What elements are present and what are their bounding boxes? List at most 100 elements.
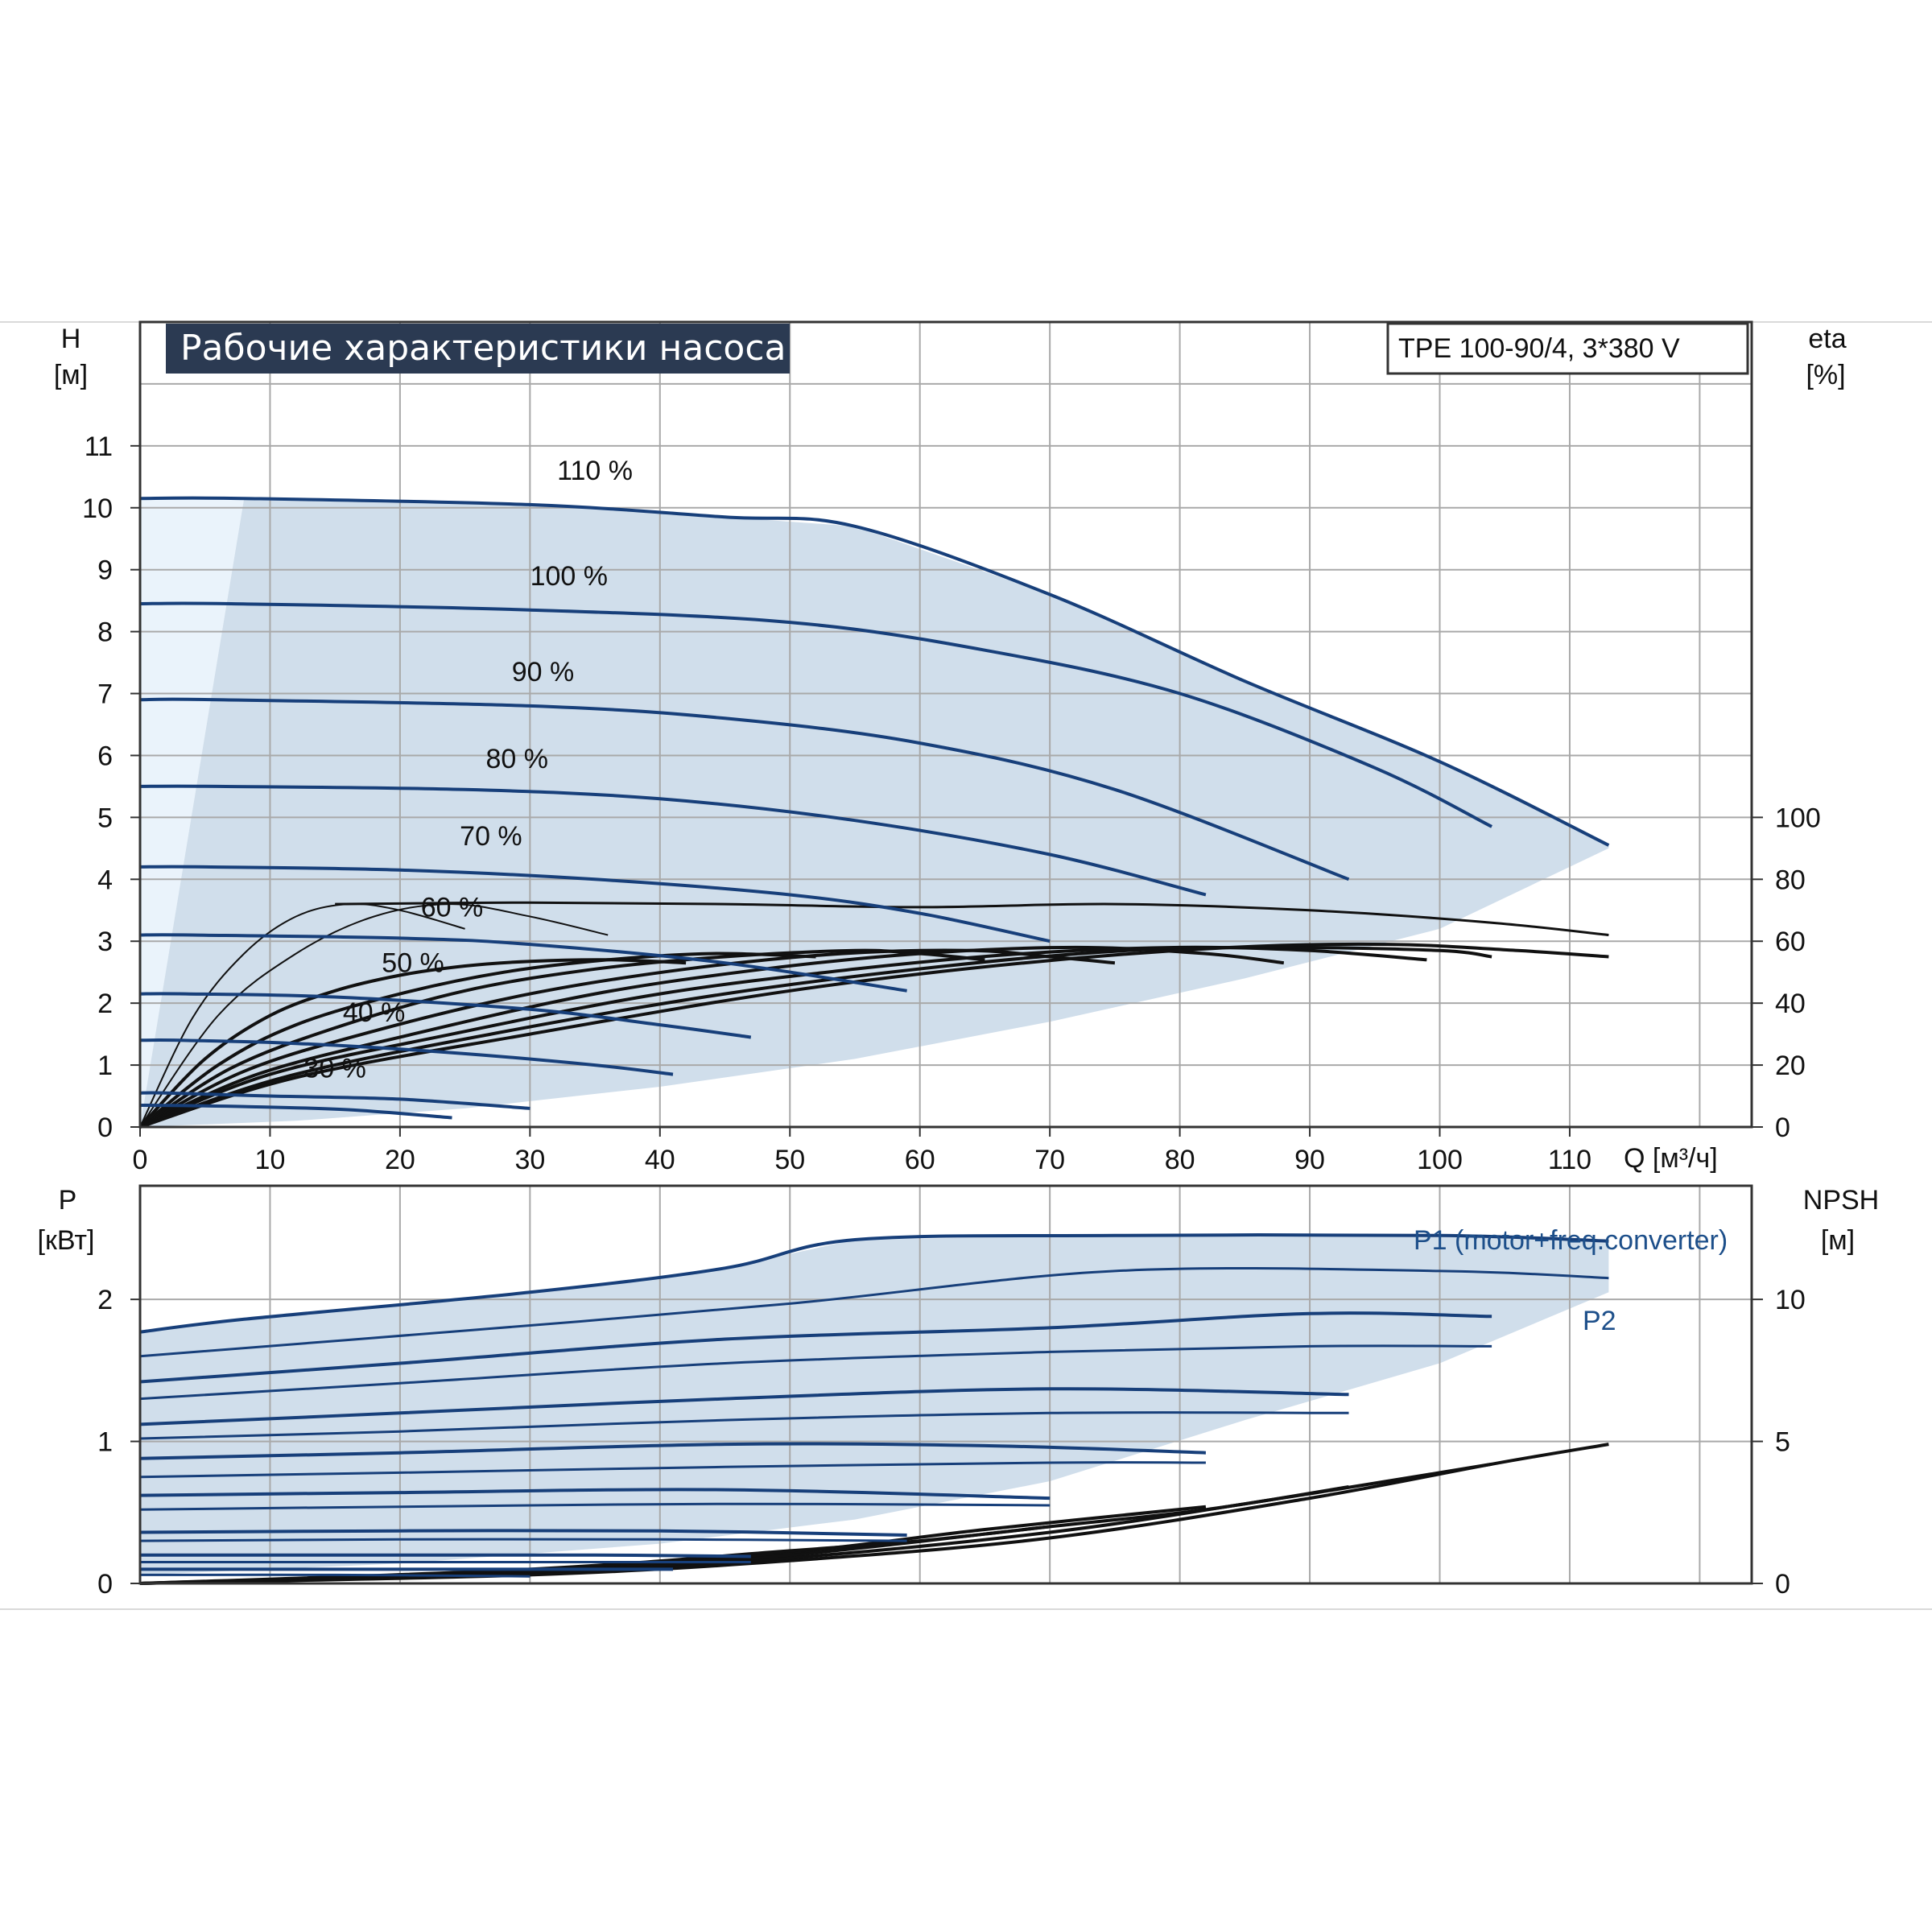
eta-curve [139,903,609,1128]
speed-label: 90 % [512,657,575,687]
speed-label: 40 % [343,997,406,1028]
power-curve [139,1311,1492,1384]
x-tick-label: 30 [514,1145,545,1175]
npsh-tick-label: 5 [1775,1427,1790,1458]
p2-label: P2 [1583,1306,1616,1336]
x-tick-label: 60 [905,1145,935,1175]
speed-label: 100 % [530,561,608,592]
y-tick-label: 5 [97,803,113,833]
x-axis-title: Q [м³/ч] [1624,1143,1718,1174]
head-curves [139,496,1610,1120]
y-tick-label: 4 [97,865,113,895]
y2-axis-unit-eta: [%] [1806,360,1845,390]
head-curve [139,697,1350,881]
y2-tick-label: 0 [1775,1113,1790,1143]
y-tick-label: 8 [97,617,113,648]
head-curve [139,601,1493,828]
operating-range-area [140,498,1609,1127]
p1-label: P1 (motor+freq.converter) [1414,1225,1728,1256]
y-tick-label: 7 [97,679,113,710]
power-range-area [140,1235,1609,1575]
y-tick-label: 6 [97,741,113,771]
y-tick-label: 10 [82,493,113,524]
y2-axis-title-npsh: NPSH [1803,1185,1879,1216]
p-tick-label: 0 [97,1569,113,1600]
operating-area [140,498,1609,1127]
x-tick-label: 10 [255,1145,286,1175]
y-axis-title-h: H [61,324,81,354]
x-tick-label: 0 [133,1145,148,1175]
power-curve [139,1344,1492,1401]
y-tick-label: 0 [97,1113,113,1143]
y-axis-unit-p: [кВт] [38,1225,95,1256]
y-tick-label: 11 [85,431,113,462]
y-tick-label: 3 [97,927,113,957]
eta-max-curve [335,901,1609,936]
x-tick-label: 40 [645,1145,675,1175]
y-axis-unit-h: [м] [54,360,88,390]
power-curve [139,1387,1349,1426]
head-curve [139,1091,530,1110]
power-curve [139,1538,907,1542]
y-axis-title-p: P [59,1185,77,1216]
power-curve [139,1267,1609,1358]
p-tick-label: 1 [97,1427,113,1458]
power-curve [139,1529,907,1537]
head-plot-frame [138,320,1753,1129]
power-curve [139,1411,1349,1440]
head-curve [139,992,752,1039]
head-curve [139,784,1207,897]
power-curve [139,1488,1051,1501]
eta-curve [139,945,1492,1129]
y2-tick-label: 80 [1775,865,1806,895]
power-curve [139,1442,1206,1460]
speed-label: 80 % [485,744,548,774]
y2-tick-label: 60 [1775,927,1806,957]
head-curve [139,933,907,993]
head-tick-labels: 0 10 20 30 40 50 60 70 80 90 100 110012345678910110… [82,431,1821,1175]
y-tick-label: 2 [97,989,113,1019]
power-curve [139,1502,1051,1511]
eta-curve [138,958,687,1129]
speed-label: 110 % [557,456,633,486]
speed-label: 30 % [303,1053,366,1084]
y2-tick-label: 40 [1775,989,1806,1019]
head-curve [139,1103,452,1120]
model-box [1386,322,1749,375]
npsh-tick-label: 0 [1775,1569,1790,1600]
title-badge [166,324,790,374]
eta-curve [138,952,816,1129]
p-tick-label: 2 [97,1285,113,1315]
model-label: TPE 100-90/4, 3*380 V [1398,333,1680,364]
head-curve [139,496,1610,847]
power-curve [139,1553,751,1558]
speed-label: 50 % [382,948,444,979]
chart-title: Рабочие характеристики насоса [180,328,786,369]
head-chart: 0 10 20 30 40 50 60 70 80 90 100 110012345678910110… [54,320,1847,1175]
power-curve [139,1573,530,1578]
power-area [140,1235,1609,1575]
head-curve [139,865,1051,943]
power-tick-labels: 0 1 2 0 5 10 [97,1285,1806,1600]
x-tick-label: 80 [1165,1145,1195,1175]
speed-percent-labels: 110 % 100 % 90 % 80 % 70 % 60 % 50 % 40 % 30 % [303,456,633,1084]
efficiency-curves [138,901,1609,1129]
power-curves [139,1233,1609,1578]
eta-curve [139,942,1609,1129]
x-tick-label: 70 [1034,1145,1065,1175]
x-tick-label: 110 [1548,1145,1591,1175]
power-chart: 0 1 2 0 5 10 P [кВт] NPSH [м] P1 (motor+freq.… [38,1184,1879,1600]
low-flow-area [140,498,245,1127]
speed-label: 60 % [421,892,484,923]
y-tick-label: 1 [97,1051,113,1081]
eta-curve [139,948,1116,1129]
power-plot-frame [138,1184,1753,1585]
x-tick-label: 90 [1294,1145,1325,1175]
y2-axis-unit-npsh: [м] [1821,1225,1855,1256]
npsh-tick-label: 10 [1775,1285,1806,1315]
y2-axis-title-eta: eta [1808,324,1846,354]
power-curve [139,1461,1206,1479]
head-curve [139,1038,674,1076]
x-tick-label: 100 [1417,1145,1463,1175]
